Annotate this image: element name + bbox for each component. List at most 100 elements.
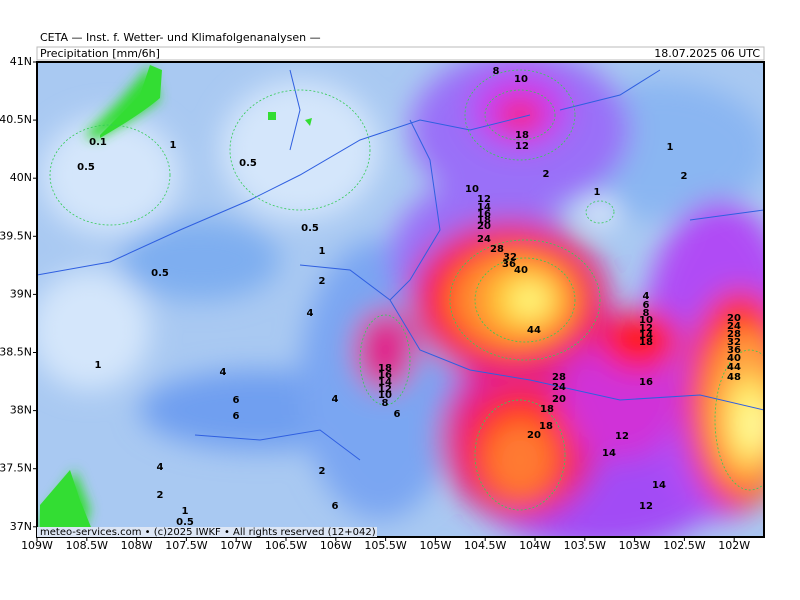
contour-label: 28 (490, 244, 504, 255)
contour-label: 4 (307, 308, 314, 319)
lon-label: 104W (519, 539, 551, 552)
contour-label: 28 (727, 329, 741, 340)
contour-label: 8 (493, 66, 500, 77)
lon-label: 105W (419, 539, 451, 552)
contour-label: 4 (157, 462, 164, 473)
contour-label: 0.5 (151, 268, 169, 279)
contour-label: 14 (477, 202, 491, 213)
lon-label: 107W (220, 539, 252, 552)
contour-label: 12 (615, 431, 629, 442)
contour-label: 12 (515, 141, 529, 152)
lon-label: 103W (619, 539, 651, 552)
contour-label: 44 (527, 325, 541, 336)
lon-label: 103.5W (564, 539, 606, 552)
contour-label: 10 (514, 74, 528, 85)
contour-label: 0.1 (89, 137, 107, 148)
contour-label: 10 (465, 184, 479, 195)
contour-label: 0.5 (176, 517, 194, 528)
lat-label: 38N (10, 404, 32, 417)
contour-label: 10 (639, 315, 653, 326)
contour-label: 4 (332, 394, 339, 405)
contour-label: 18 (539, 421, 553, 432)
lon-label: 104.5W (464, 539, 506, 552)
contour-label: 4 (220, 367, 227, 378)
contour-label: 40 (727, 353, 741, 364)
lat-label: 37.5N (0, 462, 32, 475)
lon-label: 109W (21, 539, 53, 552)
contour-label: 2 (319, 466, 326, 477)
lon-label: 105.5W (364, 539, 406, 552)
lat-label: 39.5N (0, 229, 32, 242)
contour-label: 36 (502, 259, 516, 270)
contour-label: 1 (170, 140, 177, 151)
contour-label: 18 (477, 215, 491, 226)
subheader-box (36, 46, 765, 61)
map-field (37, 62, 764, 537)
contour-label: 16 (477, 209, 491, 220)
lon-label: 108.5W (66, 539, 108, 552)
contour-label: 1 (594, 187, 601, 198)
footer-credit: meteo-services.com • (c)2025 IWKF • All … (40, 527, 376, 538)
contour-label: 2 (319, 276, 326, 287)
contour-label: 14 (639, 330, 653, 341)
contour-label: 18 (378, 363, 392, 374)
contour-label: 16 (378, 370, 392, 381)
contour-label: 4 (643, 291, 650, 302)
contour-label: 12 (639, 323, 653, 334)
contour-label: 6 (233, 411, 240, 422)
lon-label: 102W (718, 539, 750, 552)
contour-label: 12 (378, 384, 392, 395)
contour-label: 28 (552, 372, 566, 383)
contour-label: 12 (477, 194, 491, 205)
contour-label: 12 (639, 501, 653, 512)
lat-label: 40N (10, 171, 32, 184)
contour-label: 2 (157, 490, 164, 501)
lat-label: 38.5N (0, 346, 32, 359)
contour-label: 14 (378, 377, 392, 388)
contour-label: 6 (643, 300, 650, 311)
lon-label: 108W (121, 539, 153, 552)
contour-label: 24 (477, 234, 491, 245)
contour-label: 40 (514, 265, 528, 276)
contour-label: 6 (233, 395, 240, 406)
contour-label: 16 (639, 377, 653, 388)
contour-label: 1 (95, 360, 102, 371)
contour-label: 1 (182, 506, 189, 517)
contour-label: 24 (727, 321, 741, 332)
map-frame (36, 61, 765, 538)
field-name: Precipitation [mm/6h] (40, 47, 160, 60)
valid-time: 18.07.2025 06 UTC (654, 47, 760, 60)
contour-label: 32 (503, 252, 517, 263)
lon-label: 102.5W (663, 539, 705, 552)
contour-label: 48 (727, 372, 741, 383)
contour-label: 20 (552, 394, 566, 405)
contour-label: 1 (667, 142, 674, 153)
contour-label: 8 (382, 398, 389, 409)
contour-label: 20 (477, 221, 491, 232)
header-title: CETA — Inst. f. Wetter- und Klimafolgena… (40, 31, 321, 44)
contour-label: 20 (527, 430, 541, 441)
lat-label: 39N (10, 287, 32, 300)
contour-label: 20 (727, 313, 741, 324)
contour-label: 18 (515, 130, 529, 141)
lon-label: 107.5W (165, 539, 207, 552)
contour-label: 14 (602, 448, 616, 459)
contour-label: 0.5 (239, 158, 257, 169)
contour-label: 18 (540, 404, 554, 415)
lon-label: 106.5W (265, 539, 307, 552)
contour-label: 32 (727, 337, 741, 348)
lon-label: 106W (320, 539, 352, 552)
contour-label: 18 (639, 337, 653, 348)
contour-label: 0.5 (77, 162, 95, 173)
contour-label: 1 (319, 246, 326, 257)
lat-label: 40.5N (0, 113, 32, 126)
contour-label: 44 (727, 362, 741, 373)
contour-label: 6 (394, 409, 401, 420)
contour-label: 2 (543, 169, 550, 180)
contour-label: 2 (681, 171, 688, 182)
contour-label: 10 (378, 390, 392, 401)
contour-label: 8 (643, 308, 650, 319)
contour-label: 36 (727, 345, 741, 356)
